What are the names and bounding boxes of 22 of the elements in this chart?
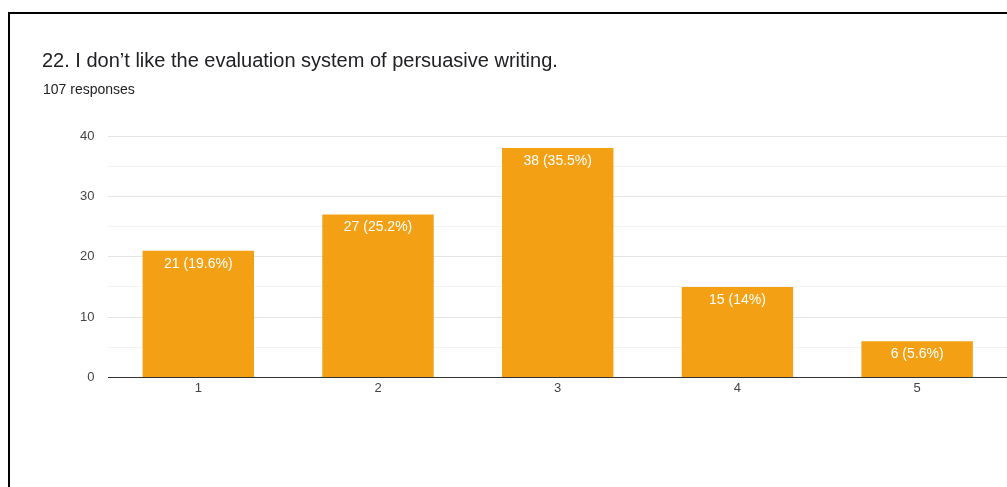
data-label: 38 (35.5%) (523, 151, 592, 168)
data-label: 15 (14%) (709, 290, 766, 307)
y-tick-label: 40 (79, 127, 95, 143)
bar (681, 286, 794, 377)
chart-title: 22. I don’t like the evaluation system of persuasive writing. (42, 49, 558, 72)
x-tick-label: 4 (733, 379, 742, 395)
bar (322, 214, 434, 377)
y-tick-label: 30 (79, 187, 95, 203)
x-tick-label: 3 (554, 379, 562, 395)
bar (861, 341, 973, 377)
y-tick-label: 0 (87, 368, 95, 384)
data-label: 27 (25.2%) (343, 218, 413, 235)
y-tick-label: 20 (79, 248, 95, 264)
bar (142, 250, 255, 377)
bar (502, 148, 614, 377)
x-tick-label: 1 (194, 379, 202, 395)
data-label: 6 (5.6%) (890, 345, 944, 362)
chart-subtitle: 107 responses (43, 81, 135, 97)
x-tick-label: 2 (374, 379, 382, 395)
x-tick-label: 5 (913, 379, 921, 395)
data-label: 21 (19.6%) (164, 254, 233, 271)
y-tick-label: 10 (79, 308, 95, 324)
